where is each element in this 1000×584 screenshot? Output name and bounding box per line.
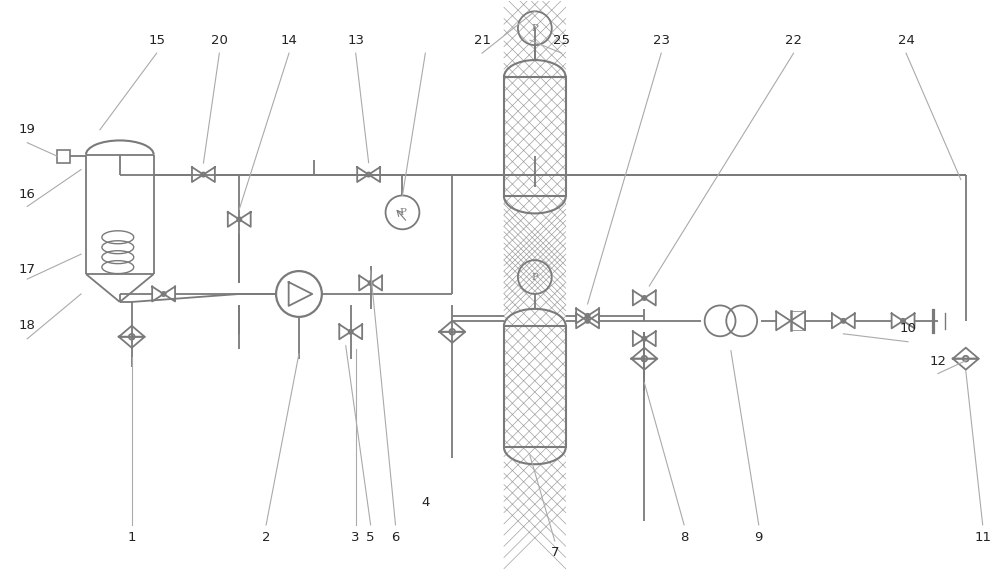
Text: 22: 22 xyxy=(785,34,802,47)
Text: 20: 20 xyxy=(211,34,228,47)
Text: 8: 8 xyxy=(680,531,688,544)
Text: 10: 10 xyxy=(900,322,916,335)
Text: 24: 24 xyxy=(898,34,914,47)
Text: 3: 3 xyxy=(351,531,360,544)
Text: 6: 6 xyxy=(391,531,400,544)
Bar xyxy=(504,77,566,196)
Text: 9: 9 xyxy=(755,531,763,544)
Text: 5: 5 xyxy=(366,531,375,544)
Text: P: P xyxy=(531,273,538,281)
Text: 12: 12 xyxy=(929,355,946,368)
Text: 4: 4 xyxy=(421,496,430,509)
Text: 19: 19 xyxy=(19,123,36,136)
Text: P: P xyxy=(399,208,406,217)
Text: 14: 14 xyxy=(281,34,297,47)
Text: 11: 11 xyxy=(974,531,991,544)
Text: P: P xyxy=(531,24,538,33)
Text: 18: 18 xyxy=(19,319,36,332)
Bar xyxy=(791,311,805,330)
Text: 21: 21 xyxy=(474,34,491,47)
Text: 7: 7 xyxy=(550,546,559,559)
Bar xyxy=(504,326,566,447)
Text: 23: 23 xyxy=(653,34,670,47)
Text: 25: 25 xyxy=(553,34,570,47)
Text: 13: 13 xyxy=(347,34,364,47)
Text: 2: 2 xyxy=(262,531,270,544)
Text: 16: 16 xyxy=(19,188,36,201)
Text: 15: 15 xyxy=(148,34,165,47)
Bar xyxy=(57,150,70,162)
Text: 17: 17 xyxy=(19,263,36,276)
Text: 1: 1 xyxy=(128,531,136,544)
